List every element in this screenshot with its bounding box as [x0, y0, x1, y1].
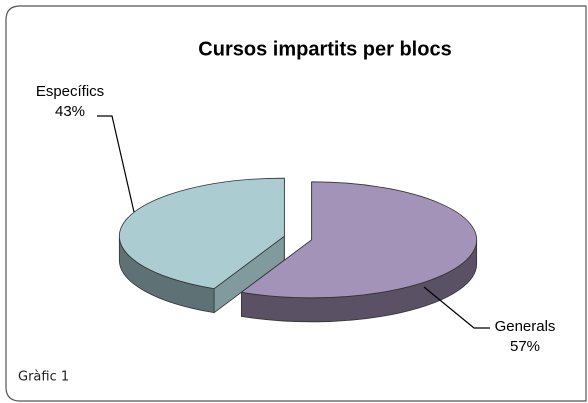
slice-label: Específics	[36, 83, 104, 100]
leader-line	[423, 286, 490, 329]
slice-value-label: 57%	[510, 338, 540, 355]
chart-frame	[5, 5, 587, 402]
slice-label: Generals	[495, 318, 556, 335]
leader-line	[97, 115, 135, 213]
slice	[240, 181, 477, 299]
caption: Gràfic 1	[18, 370, 69, 385]
chart-title: Cursos impartits per blocs	[198, 38, 451, 60]
slice-value-label: 43%	[55, 103, 85, 120]
slice	[118, 177, 285, 290]
